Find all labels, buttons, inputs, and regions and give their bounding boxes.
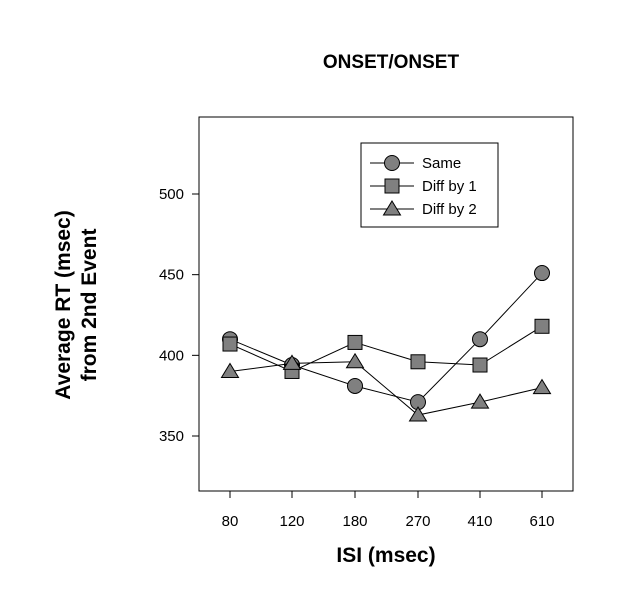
x-axis: 80 120 180 270 410 610 — [222, 491, 555, 530]
data-point-triangle — [282, 354, 302, 370]
x-tick-label: 410 — [467, 513, 492, 530]
x-tick-label: 80 — [222, 513, 239, 530]
data-point-triangle — [532, 378, 552, 395]
x-axis-label: ISI (msec) — [336, 544, 435, 567]
series-line — [229, 325, 543, 373]
data-point-triangle — [408, 406, 428, 422]
legend-marker-square — [384, 178, 400, 194]
legend-label: Diff by 2 — [422, 201, 477, 218]
data-point-square — [410, 354, 426, 370]
series-layer — [220, 265, 552, 422]
series-triangle — [220, 352, 552, 422]
legend-marker-circle — [384, 155, 400, 171]
data-point-circle — [347, 377, 363, 394]
data-point-square — [534, 318, 550, 334]
data-point-square — [347, 334, 363, 350]
y-axis-label-line-1: Average RT (msec) — [52, 210, 75, 399]
series-line — [229, 361, 543, 416]
series-line — [229, 272, 543, 403]
series-square — [222, 318, 550, 379]
legend-item: Same — [370, 155, 461, 172]
x-tick-label: 610 — [529, 513, 554, 530]
legend: Same Diff by 1 Diff by 2 — [360, 142, 499, 228]
data-point-circle — [534, 265, 550, 282]
legend-label: Same — [422, 155, 461, 172]
x-tick-label: 120 — [279, 513, 304, 530]
legend-item: Diff by 2 — [370, 200, 477, 218]
chart-title: ONSET/ONSET — [323, 52, 460, 73]
data-point-square — [222, 336, 238, 352]
legend-box — [360, 142, 499, 228]
y-axis-label-line-2: from 2nd Event — [78, 229, 101, 382]
data-point-triangle — [345, 352, 365, 369]
data-point-triangle — [470, 393, 490, 409]
y-tick-label: 400 — [159, 347, 184, 364]
data-point-triangle — [220, 362, 240, 378]
y-axis: 350 400 450 500 — [159, 186, 199, 445]
legend-item: Diff by 1 — [370, 178, 477, 195]
plot-frame — [198, 116, 574, 492]
x-tick-label: 270 — [405, 513, 430, 530]
y-tick-label: 350 — [159, 428, 184, 445]
data-point-square — [472, 357, 488, 373]
y-tick-label: 500 — [159, 186, 184, 203]
legend-label: Diff by 1 — [422, 178, 477, 195]
data-point-circle — [472, 331, 488, 348]
x-tick-label: 180 — [342, 513, 367, 530]
y-tick-label: 450 — [159, 267, 184, 284]
legend-marker-triangle — [382, 200, 402, 216]
y-axis-label: Average RT (msec) from 2nd Event — [52, 210, 101, 399]
